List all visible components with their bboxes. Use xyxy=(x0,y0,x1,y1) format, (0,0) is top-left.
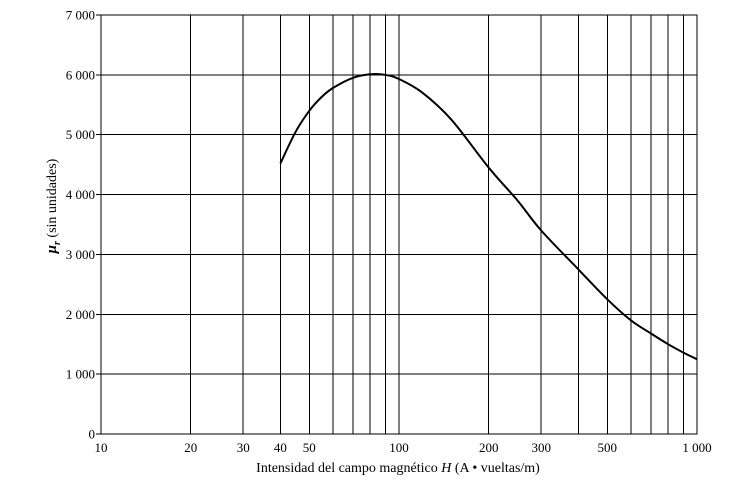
x-axis-title-variable: H xyxy=(440,461,452,476)
y-tick-label: 7 000 xyxy=(66,8,95,23)
series-layer xyxy=(279,73,698,361)
y-axis-title-symbol: μ xyxy=(44,245,60,254)
y-axis-title: μr (sin unidades) xyxy=(44,158,63,254)
y-tick-label: 1 000 xyxy=(66,367,95,382)
x-axis-title-suffix: (A • vueltas/m) xyxy=(451,461,540,476)
plot-frame xyxy=(100,14,698,435)
x-tick-label: 1 000 xyxy=(682,440,711,455)
x-tick-label: 500 xyxy=(598,440,618,455)
y-tick-label: 4 000 xyxy=(66,187,95,202)
x-axis-title-prefix: Intensidad del campo magnético xyxy=(256,461,441,476)
x-tick-label: 40 xyxy=(274,440,287,455)
y-tick-labels: 0 1 000 2 000 3 000 4 000 5 000 6 000 7 000 xyxy=(66,8,101,442)
series-line xyxy=(279,73,698,361)
plot-border xyxy=(100,14,698,435)
x-tick-label: 10 xyxy=(95,440,108,455)
x-tick-label: 200 xyxy=(479,440,499,455)
y-axis-title-subscript: r xyxy=(52,241,63,245)
x-axis-title: Intensidad del campo magnético H (A • vu… xyxy=(256,461,540,476)
y-tick-label: 0 xyxy=(89,427,96,442)
x-tick-label: 100 xyxy=(389,440,409,455)
y-tick-label: 2 000 xyxy=(66,307,95,322)
grid xyxy=(101,15,697,434)
x-tick-label: 20 xyxy=(184,440,197,455)
y-axis-title-text: (sin unidades) xyxy=(45,158,60,241)
y-tick-label: 3 000 xyxy=(66,247,95,262)
x-tick-label: 30 xyxy=(237,440,250,455)
x-tick-labels: 10 20 30 40 50 100 200 300 500 1 000 xyxy=(95,440,712,455)
x-tick-label: 300 xyxy=(531,440,551,455)
y-tick-label: 6 000 xyxy=(66,67,95,82)
y-tick-label: 5 000 xyxy=(66,127,95,142)
x-tick-label: 50 xyxy=(303,440,316,455)
